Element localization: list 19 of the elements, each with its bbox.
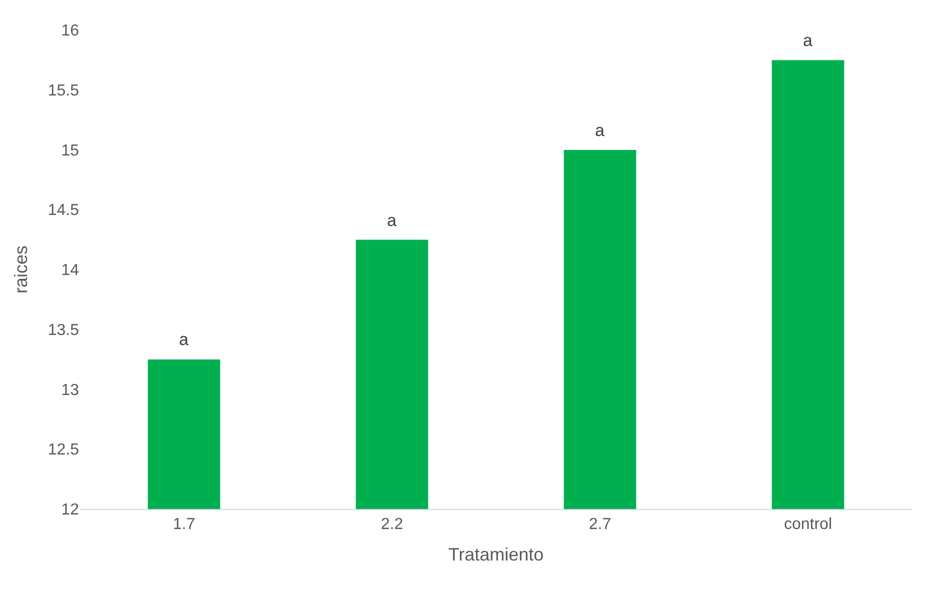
x-tick-label: 2.2 xyxy=(380,516,404,534)
y-tick-label: 16 xyxy=(61,22,80,40)
y-tick-label: 13 xyxy=(61,382,80,399)
annotation: a xyxy=(387,211,397,230)
annotation: a xyxy=(179,330,189,349)
y-tick-label: 12.5 xyxy=(48,442,80,459)
y-tick-label: 15 xyxy=(61,142,80,160)
annotation: a xyxy=(803,31,813,50)
y-tick-label: 13.5 xyxy=(48,322,80,339)
x-tick-label: 2.7 xyxy=(588,516,612,534)
x-axis-title: Tratamiento xyxy=(448,544,544,564)
annotation: a xyxy=(595,121,605,140)
y-tick-label: 14.5 xyxy=(48,202,80,220)
y-tick-label: 14 xyxy=(61,262,80,280)
x-tick-label: 1.7 xyxy=(172,516,196,534)
y-tick-label: 15.5 xyxy=(48,82,80,100)
y-tick-label: 12 xyxy=(61,502,80,519)
y-axis-title: raices xyxy=(11,245,32,294)
x-tick-label: control xyxy=(784,516,832,534)
